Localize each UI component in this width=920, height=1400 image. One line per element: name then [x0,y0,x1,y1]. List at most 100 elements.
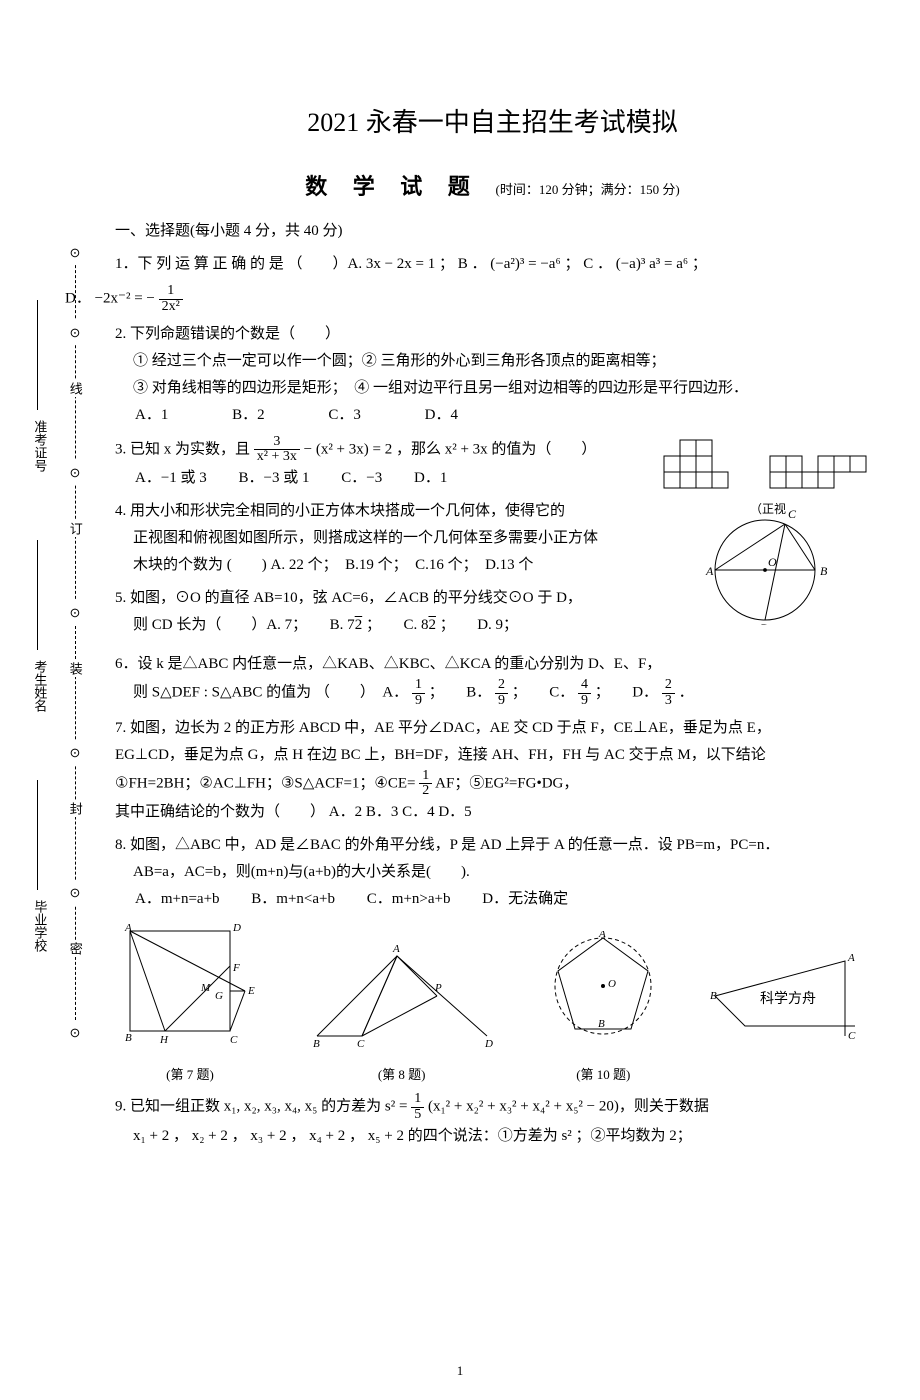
f: 2 [419,784,432,799]
question-4: 4. 用大小和形状完全相同的小正方体木块搭成一个几何体，使得它的 正视图和俯视图… [115,498,870,579]
q5-l2c: ； C. 8 [362,617,428,633]
q1-stem: 1．下 列 运 算 正 确 的 是 （ ）A. [115,256,362,272]
q3-stem-b: − (x² + 3x) = 2 ，那么 x² + 3x 的值为（ ） [304,441,597,457]
question-8: 8. 如图，△ABC 中，AD 是∠BAC 的外角平分线，P 是 AD 上异于 … [115,832,870,913]
q5-l1: 5. 如图，⊙O 的直径 AB=10，弦 AC=6，∠ACB 的平分线交⊙O 于… [115,585,870,612]
q9-l1b: (x₁² + x₂² + x₃² + x₄² + x₅² − 20)，则关于数据 [428,1099,709,1115]
q3-choices: A．−1 或 3 B．−3 或 1 C．−3 D．1 [115,465,870,492]
q5-l2: 则 CD 长为（ ）A. 7； B. 72 ； C. 82 ； D. 9； [115,612,870,639]
fig-boat: ABC 科学方舟 [710,941,870,1086]
fig8-svg: AP BCD [307,941,497,1051]
underline-school [37,780,38,890]
q2-s1: ① 经过三个点一定可以作一个圆；② 三角形的外心到三角形各顶点的距离相等； [115,348,870,375]
q2-s2: ③ 对角线相等的四边形是矩形； ④ 一组对边平行且另一组对边相等的四边形是平行四… [115,375,870,402]
q8-D: D．无法确定 [482,886,568,913]
q7-l1: 7. 如图，边长为 2 的正方形 ABCD 中，AE 平分∠DAC，AE 交 C… [115,715,870,742]
question-7: 7. 如图，边长为 2 的正方形 ABCD 中，AE 平分∠DAC，AE 交 C… [115,715,870,826]
cap7: (第 7 题) [115,1063,265,1086]
svg-text:C: C [230,1034,238,1046]
section-1-head: 一、选择题(每小题 4 分，共 40 分) [115,218,870,245]
q3-frac: 3 x² + 3x [254,435,300,465]
f: 9 [578,694,591,709]
q4-l2: 正视图和俯视图如图所示，则搭成这样的一个几何体至多需要小正方体 [115,525,870,552]
binding-char-mi: 密 [63,940,86,957]
question-6: 6．设 k 是△ABC 内任意一点，△KAB、△KBC、△KCA 的重心分别为 … [115,651,870,708]
q2-choices: A．1 B．2 C．3 D．4 [115,402,870,429]
svg-text:M: M [200,982,211,994]
binding-dot: ⊙ [70,1020,81,1045]
q8-C: C．m+n>a+b [367,886,451,913]
svg-text:O: O [608,978,616,990]
q8-choices: A．m+n=a+b B．m+n<a+b C．m+n>a+b D．无法确定 [115,886,870,913]
q2-B: B．2 [232,402,265,429]
svg-text:A: A [847,952,855,964]
exam-page: 毕业学校 考生姓名 准考证号 ⊙ 密 ⊙ 封 ⊙ 装 ⊙ 订 ⊙ 线 ⊙ ⊙ 2… [0,0,920,1400]
binding-dot: ⊙ [70,880,81,905]
f: 2 [662,678,675,694]
q1-optB-pre: B ． [458,256,487,272]
q6-l1: 6．设 k 是△ABC 内任意一点，△KAB、△KBC、△KCA 的重心分别为 … [115,651,870,678]
q9-l1a: 9. 已知一组正数 x₁, x₂, x₃, x₄, x₅ 的方差为 s² = [115,1099,411,1115]
q3-D: D．1 [414,465,447,492]
q3-stem-a: 3. 已知 x 为实数，且 [115,441,254,457]
page-number: 1 [457,1359,464,1382]
svg-text:D: D [232,922,241,934]
binding-dot: ⊙ [70,600,81,625]
q1-optD-pre: D． [65,291,91,307]
q5-sqrt2: 2 [428,617,436,633]
label-name: 考生姓名 [28,660,51,712]
q7-l2: EG⊥CD，垂足为点 G，点 H 在边 BC 上，BH=DF，连接 AH、FH，… [115,742,870,769]
f: 3 [662,694,675,709]
q3-B: B．−3 或 1 [239,465,310,492]
q2-A: A．1 [135,402,168,429]
q1-frac: 1 2x² [159,284,183,314]
f: 9 [495,694,508,709]
frac-den: 2x² [159,300,183,315]
svg-text:C: C [357,1038,365,1050]
q8-B: B．m+n<a+b [251,886,335,913]
q8-l2: AB=a，AC=b，则(m+n)与(a+b)的大小关系是( ). [115,859,870,886]
q4-l1: 4. 用大小和形状完全相同的小正方体木块搭成一个几何体，使得它的 [115,498,870,525]
binding-dot: ⊙ [70,740,81,765]
svg-text:B: B [598,1018,605,1030]
fig7-svg: AD BC HE FGM [115,921,265,1051]
svg-text:G: G [215,990,223,1002]
frac-num: 1 [159,284,183,300]
f: 4 [578,678,591,694]
binding-char-zhuang: 装 [63,660,86,677]
subtitle-row: 数 学 试 题 (时间：120 分钟；满分：150 分) [115,167,870,207]
q9-l2: x₁ + 2 ， x₂ + 2 ， x₃ + 2 ， x₄ + 2 ， x₅ +… [115,1123,870,1150]
frac-num: 3 [254,435,300,451]
sep: ； C． [512,685,575,701]
q6-l2a: 则 S△DEF : S△ABC 的值为 （ ） A． [133,685,408,701]
q7-l3b: AF；⑤EG²=FG•DG， [435,775,578,791]
svg-text:B: B [313,1038,320,1050]
q1-optC: (−a)³ a³ = a⁶ ； [616,256,707,272]
q2-D: D．4 [425,402,458,429]
binding-char-xian: 线 [63,380,86,397]
q1-optA: 3x − 2x = 1 ； [366,256,454,272]
q3-A: A．−1 或 3 [135,465,207,492]
q8-l1: 8. 如图，△ABC 中，AD 是∠BAC 的外角平分线，P 是 AD 上异于 … [115,832,870,859]
fig-q8: AP BCD (第 8 题) [307,941,497,1086]
binding-dot: ⊙ [70,460,81,485]
question-5: 5. 如图，⊙O 的直径 AB=10，弦 AC=6，∠ACB 的平分线交⊙O 于… [115,585,870,639]
frac-den: x² + 3x [254,450,300,465]
f: 1 [412,678,425,694]
q2-stem: 2. 下列命题错误的个数是（ ） [115,321,870,348]
label-school: 毕业学校 [28,900,51,952]
question-3: 3. 已知 x 为实数，且 3 x² + 3x − (x² + 3x) = 2 … [115,435,870,492]
binding-dot: ⊙ [70,240,81,265]
fig-q10-circle: AOB (第 10 题) [538,931,668,1086]
q5-l2a: 则 CD 长为（ ）A. 7； B. 7 [133,617,355,633]
question-2: 2. 下列命题错误的个数是（ ） ① 经过三个点一定可以作一个圆；② 三角形的外… [115,321,870,429]
q9-l1: 9. 已知一组正数 x₁, x₂, x₃, x₄, x₅ 的方差为 s² = 1… [115,1092,870,1122]
svg-text:B: B [125,1032,132,1044]
sep: ； B． [429,685,492,701]
q3-C: C．−3 [341,465,382,492]
svg-text:A: A [598,931,606,940]
q2-C: C．3 [328,402,361,429]
fig10a-svg: A O B [538,931,668,1051]
q1-optC-pre: C ． [583,256,612,272]
q1-optD-lhs: −2x⁻² = − [95,291,155,307]
